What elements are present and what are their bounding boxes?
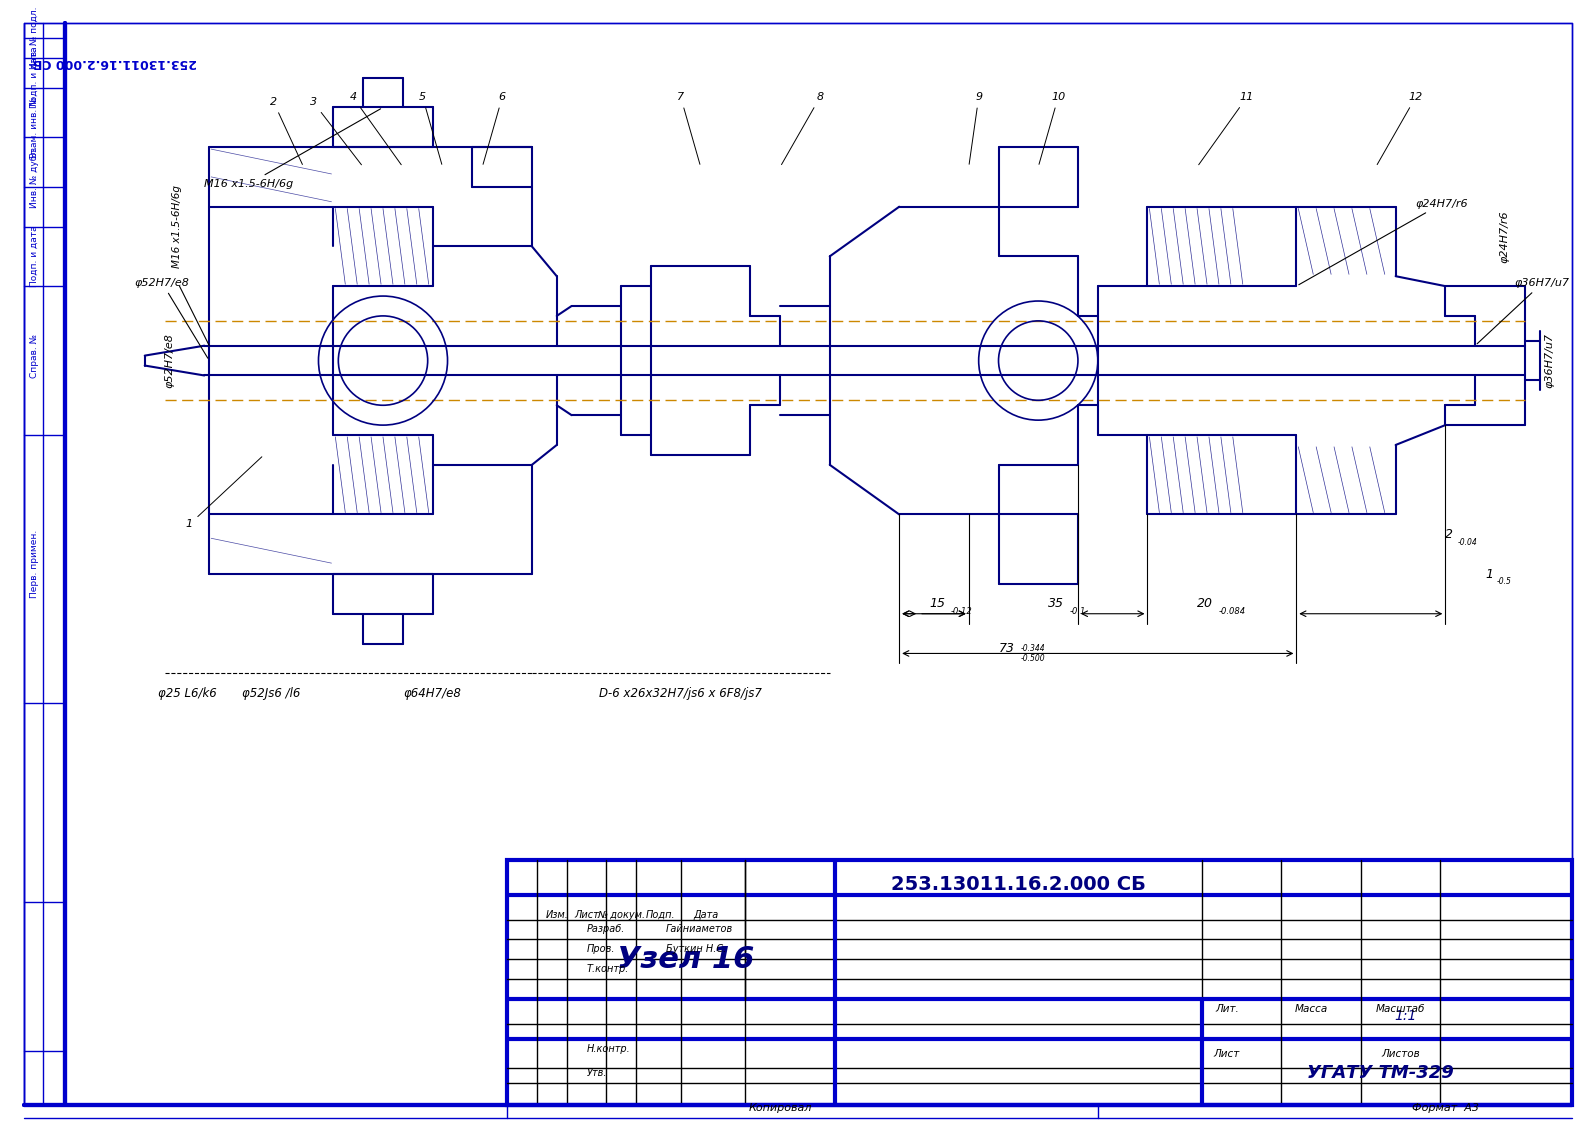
Text: Инв. № подл.: Инв. № подл. [30,7,40,69]
Text: Гайниаметов: Гайниаметов [665,924,734,934]
Text: 3: 3 [310,97,361,165]
Text: Масса: Масса [1294,1004,1328,1014]
Text: 7: 7 [677,92,700,165]
Text: 1:1: 1:1 [1395,1009,1417,1023]
Text: M16 x1.5-6H/6g: M16 x1.5-6H/6g [172,185,181,268]
Text: 9: 9 [970,92,982,165]
Text: Взам. инв. №: Взам. инв. № [30,97,40,158]
Text: -0.04: -0.04 [1457,538,1477,547]
Text: Н.контр.: Н.контр. [586,1044,630,1054]
Text: φ52H7/e8: φ52H7/e8 [135,278,209,358]
Text: 1: 1 [186,456,261,530]
Text: 8: 8 [782,92,823,165]
Text: -0.500: -0.500 [1020,654,1044,663]
Text: Лист: Лист [575,909,599,920]
Text: φ25 L6/k6: φ25 L6/k6 [158,686,217,700]
Text: 6: 6 [482,92,506,165]
Text: Узел 16: Узел 16 [618,944,755,974]
Text: Подп.: Подп. [646,909,675,920]
Text: Утв.: Утв. [586,1068,607,1079]
Text: φ36H7/u7: φ36H7/u7 [1477,278,1570,344]
Bar [508,860,1573,1106]
Text: Инв. № дубл.: Инв. № дубл. [30,147,40,207]
Text: φ52Js6 /l6: φ52Js6 /l6 [242,686,299,700]
Text: -0.1: -0.1 [1070,607,1086,616]
Text: 15: 15 [930,597,946,611]
Text: Изм.: Изм. [546,909,568,920]
Text: φ24H7/r6: φ24H7/r6 [1500,210,1509,263]
Text: Т.контр.: Т.контр. [586,965,629,974]
Text: -0.344: -0.344 [1020,644,1044,653]
Text: Листов: Листов [1382,1048,1420,1058]
Text: Копировал: Копировал [748,1103,812,1113]
Text: Подп. и дата: Подп. и дата [30,225,40,287]
Text: № докум.: № докум. [597,909,645,920]
Text: -0.084: -0.084 [1219,607,1247,616]
Text: M16 x1.5-6H/6g: M16 x1.5-6H/6g [204,109,380,189]
Text: φ64H7/e8: φ64H7/e8 [404,686,462,700]
Text: D-6 x26x32H7/js6 x 6F8/js7: D-6 x26x32H7/js6 x 6F8/js7 [600,686,763,700]
Text: 4: 4 [350,92,401,165]
Text: 35: 35 [1048,597,1063,611]
Text: Лист: Лист [1213,1048,1240,1058]
Text: 2: 2 [1446,527,1453,541]
Text: 12: 12 [1377,92,1423,165]
Text: -0.5: -0.5 [1496,577,1512,586]
Text: Формат  А3: Формат А3 [1412,1103,1479,1113]
Text: -0.12: -0.12 [950,607,973,616]
Text: Лит.: Лит. [1215,1004,1239,1014]
Text: φ24H7/r6: φ24H7/r6 [1299,198,1468,285]
Text: Справ. №: Справ. № [30,334,40,378]
Text: φ52H7/e8: φ52H7/e8 [164,334,175,388]
Text: 73: 73 [998,642,1014,655]
Text: УГАТУ ТМ-329: УГАТУ ТМ-329 [1307,1064,1453,1082]
Text: 253.13011.16.2.000 СБ: 253.13011.16.2.000 СБ [33,56,197,69]
Text: Подп. и дата: Подп. и дата [30,47,40,108]
Text: Буткин Н.С.: Буткин Н.С. [665,944,726,955]
Text: Масштаб: Масштаб [1375,1004,1425,1014]
Text: φ36H7/u7: φ36H7/u7 [1544,334,1554,388]
Text: Разраб.: Разраб. [586,924,626,934]
Text: 20: 20 [1197,597,1213,611]
Text: Перв. примен.: Перв. примен. [30,530,40,598]
Text: 5: 5 [419,92,443,165]
Text: Дата: Дата [693,909,718,920]
Text: 253.13011.16.2.000 СБ: 253.13011.16.2.000 СБ [892,876,1146,894]
Text: Пров.: Пров. [586,944,615,955]
Text: 2: 2 [271,97,302,165]
Text: 1: 1 [1485,568,1493,580]
Text: 10: 10 [1040,92,1065,165]
Text: 11: 11 [1199,92,1254,165]
